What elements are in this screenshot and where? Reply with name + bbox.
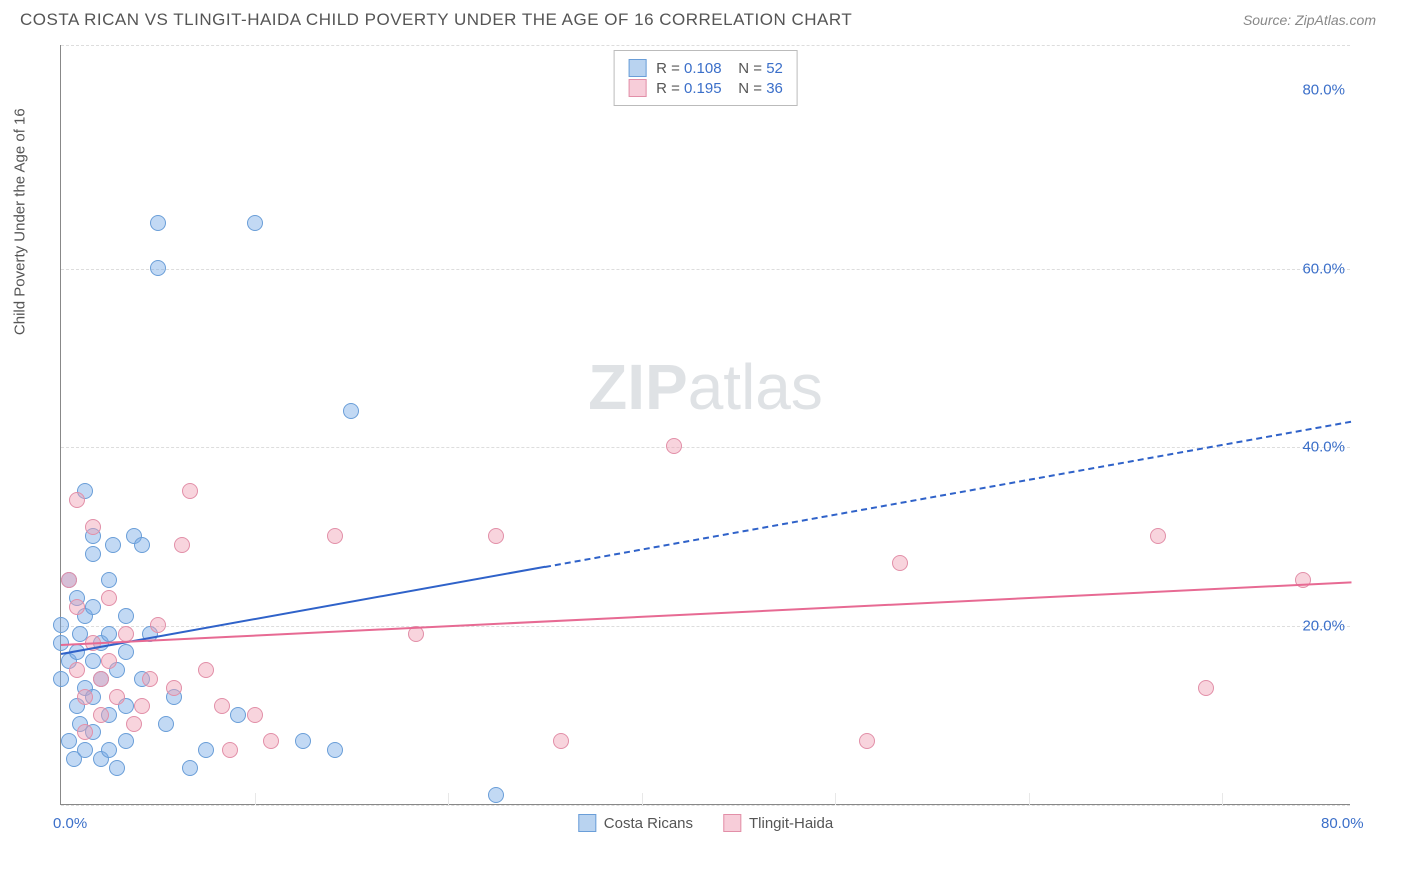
data-point — [69, 599, 85, 615]
data-point — [1198, 680, 1214, 696]
legend-swatch — [628, 79, 646, 97]
data-point — [77, 689, 93, 705]
data-point — [77, 724, 93, 740]
data-point — [158, 716, 174, 732]
data-point — [61, 572, 77, 588]
legend-stats: R = 0.195 N = 36 — [656, 80, 783, 97]
data-point — [69, 492, 85, 508]
legend-swatch — [628, 59, 646, 77]
data-point — [93, 671, 109, 687]
data-point — [85, 546, 101, 562]
data-point — [150, 215, 166, 231]
regression-line — [61, 581, 1351, 646]
data-point — [166, 680, 182, 696]
data-point — [142, 671, 158, 687]
data-point — [101, 626, 117, 642]
gridline-v — [255, 793, 256, 805]
data-point — [118, 733, 134, 749]
gridline-v — [1029, 793, 1030, 805]
gridline-h — [61, 269, 1350, 270]
data-point — [109, 760, 125, 776]
data-point — [53, 617, 69, 633]
data-point — [488, 528, 504, 544]
data-point — [93, 707, 109, 723]
data-point — [892, 555, 908, 571]
x-tick-label: 80.0% — [1321, 815, 1364, 832]
data-point — [247, 707, 263, 723]
legend-label: Tlingit-Haida — [749, 815, 833, 832]
data-point — [666, 438, 682, 454]
data-point — [77, 742, 93, 758]
x-tick-label: 0.0% — [53, 815, 87, 832]
data-point — [150, 260, 166, 276]
legend-item: Costa Ricans — [578, 814, 693, 832]
data-point — [174, 537, 190, 553]
data-point — [109, 689, 125, 705]
data-point — [182, 483, 198, 499]
data-point — [134, 537, 150, 553]
data-point — [85, 519, 101, 535]
y-tick-label: 60.0% — [1302, 260, 1345, 277]
gridline-v — [448, 793, 449, 805]
data-point — [198, 742, 214, 758]
y-tick-label: 40.0% — [1302, 439, 1345, 456]
data-point — [118, 644, 134, 660]
data-point — [553, 733, 569, 749]
plot-area: ZIPatlas 20.0%40.0%60.0%80.0%0.0%80.0%R … — [60, 45, 1350, 805]
data-point — [101, 742, 117, 758]
data-point — [126, 716, 142, 732]
correlation-legend: R = 0.108 N = 52 R = 0.195 N = 36 — [613, 50, 798, 106]
data-point — [859, 733, 875, 749]
data-point — [101, 572, 117, 588]
y-tick-label: 80.0% — [1302, 81, 1345, 98]
legend-swatch — [723, 814, 741, 832]
y-axis-label: Child Poverty Under the Age of 16 — [12, 108, 29, 335]
data-point — [118, 608, 134, 624]
data-point — [101, 590, 117, 606]
gridline-h — [61, 626, 1350, 627]
gridline-v — [642, 793, 643, 805]
gridline-v — [1222, 793, 1223, 805]
data-point — [343, 403, 359, 419]
data-point — [214, 698, 230, 714]
data-point — [263, 733, 279, 749]
data-point — [295, 733, 311, 749]
chart-title: COSTA RICAN VS TLINGIT-HAIDA CHILD POVER… — [20, 10, 852, 30]
data-point — [53, 671, 69, 687]
series-legend: Costa Ricans Tlingit-Haida — [578, 814, 833, 832]
gridline-v — [835, 793, 836, 805]
data-point — [182, 760, 198, 776]
data-point — [488, 787, 504, 803]
legend-swatch — [578, 814, 596, 832]
data-point — [85, 599, 101, 615]
legend-row: R = 0.195 N = 36 — [628, 79, 783, 97]
data-point — [134, 698, 150, 714]
gridline-h — [61, 447, 1350, 448]
legend-label: Costa Ricans — [604, 815, 693, 832]
data-point — [105, 537, 121, 553]
data-point — [230, 707, 246, 723]
data-point — [222, 742, 238, 758]
gridline-h — [61, 805, 1350, 806]
legend-row: R = 0.108 N = 52 — [628, 59, 783, 77]
legend-item: Tlingit-Haida — [723, 814, 833, 832]
source-attribution: Source: ZipAtlas.com — [1243, 12, 1376, 28]
data-point — [327, 742, 343, 758]
data-point — [101, 653, 117, 669]
data-point — [69, 662, 85, 678]
data-point — [198, 662, 214, 678]
data-point — [1295, 572, 1311, 588]
gridline-h — [61, 45, 1350, 46]
data-point — [247, 215, 263, 231]
data-point — [327, 528, 343, 544]
y-tick-label: 20.0% — [1302, 618, 1345, 635]
data-point — [61, 733, 77, 749]
data-point — [85, 653, 101, 669]
legend-stats: R = 0.108 N = 52 — [656, 60, 783, 77]
chart-container: Child Poverty Under the Age of 16 ZIPatl… — [50, 45, 1380, 835]
data-point — [1150, 528, 1166, 544]
watermark: ZIPatlas — [588, 350, 823, 424]
data-point — [150, 617, 166, 633]
